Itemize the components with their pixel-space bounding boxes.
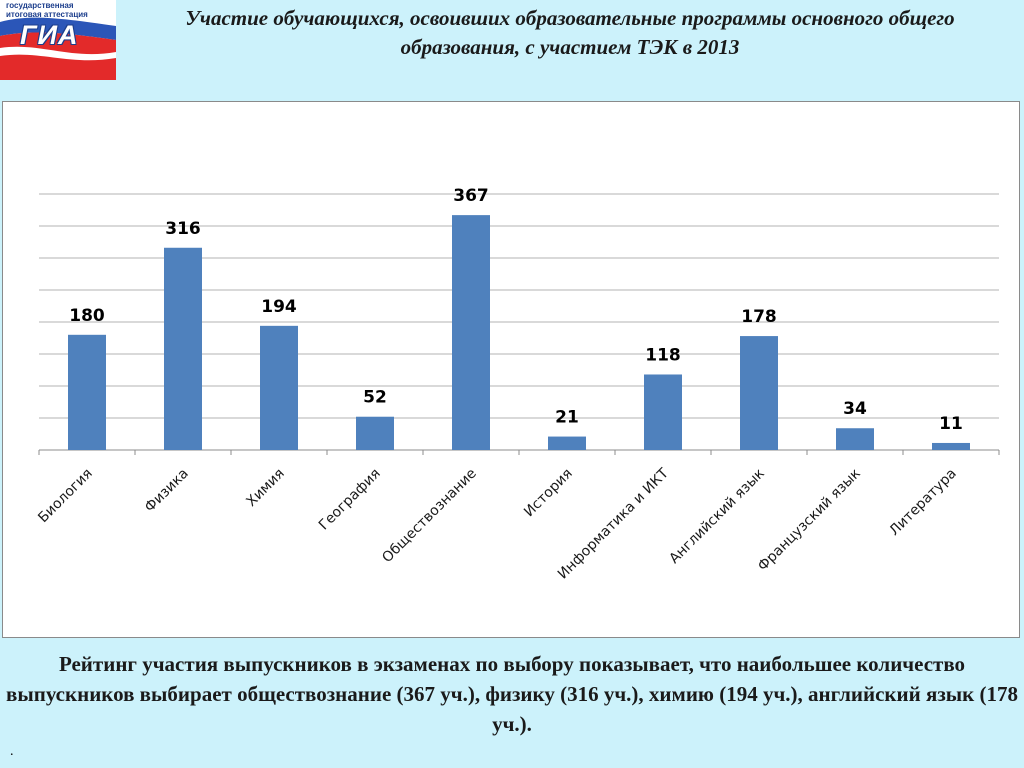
bar [740,336,778,450]
bar-chart: 180 Биология 316 Физика 194 Химия 52 География 3… [35,186,1000,583]
flag-emblem [0,17,116,80]
bar [644,374,682,450]
page-title: Участие обучающихся, освоивших образоват… [185,6,955,59]
bar [836,428,874,450]
bar [452,215,490,450]
data-label: 194 [261,297,297,317]
summary-text: Рейтинг участия выпускников в экзаменах … [5,652,1019,736]
bar [356,416,394,450]
data-label: 178 [741,307,777,327]
category-label: История [521,466,576,521]
chart-container: 180 Биология 316 Физика 194 Химия 52 География 3… [2,101,1020,638]
category-label: Биология [35,466,96,527]
bar [260,325,298,450]
footnote-dot: . [10,744,14,759]
logo-text-line1: государственная [6,1,74,10]
logo-text-line2: итоговая аттестация [6,10,88,19]
data-label: 118 [645,345,681,365]
category-label: Французский язык [755,466,864,575]
category-label: Английский язык [666,466,767,567]
data-label: 316 [165,219,201,239]
category-label: Информатика и ИКТ [555,465,672,582]
bar [164,247,202,450]
category-label: Физика [142,466,192,516]
category-label: Химия [243,466,287,510]
data-label: 34 [843,399,867,419]
category-label: Обществознание [379,466,480,567]
data-label: 21 [555,408,579,428]
data-label: 180 [69,306,105,326]
category-label: Литература [886,466,959,539]
bar [932,442,970,450]
bar [548,436,586,450]
gia-logo: государственная итоговая аттестация ГИА [0,0,116,80]
data-label: 367 [453,186,489,206]
bar [68,334,106,450]
data-label: 11 [939,414,963,434]
category-label: География [316,466,384,534]
logo-word: ГИА [20,20,79,50]
data-label: 52 [363,388,387,408]
